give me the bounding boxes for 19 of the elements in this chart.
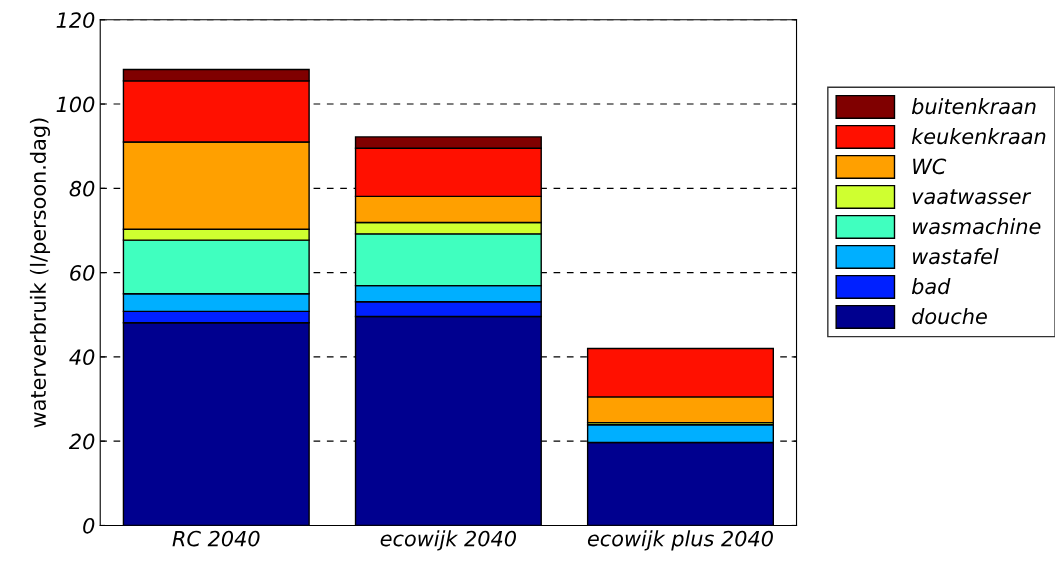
x-tick-label: ecowijk plus 2040 (587, 530, 773, 551)
y-tick-label: 40 (69, 349, 95, 366)
legend-label: wasmachine (912, 218, 1041, 235)
y-tick-label: 100 (56, 96, 95, 113)
legend-label: WC (913, 158, 947, 175)
y-axis-title: waterverbruik (l/persoon.dag) (29, 118, 51, 428)
legend-label: buitenkraan (911, 98, 1036, 115)
legend-label: bad (911, 278, 951, 295)
legend-label: vaatwasser (912, 189, 1032, 205)
legend-label: keukenkraan (911, 128, 1046, 145)
y-tick-label: 20 (68, 433, 95, 450)
x-tick-label: ecowijk 2040 (380, 530, 516, 551)
legend-label: douche (912, 308, 987, 325)
y-tick-label: 60 (70, 265, 95, 281)
legend-label: wastafel (912, 248, 999, 265)
y-tick-label: 0 (83, 517, 95, 534)
x-tick-label: RC 2040 (172, 530, 260, 547)
y-tick-label: 80 (69, 180, 95, 197)
y-tick-label: 120 (56, 12, 95, 28)
